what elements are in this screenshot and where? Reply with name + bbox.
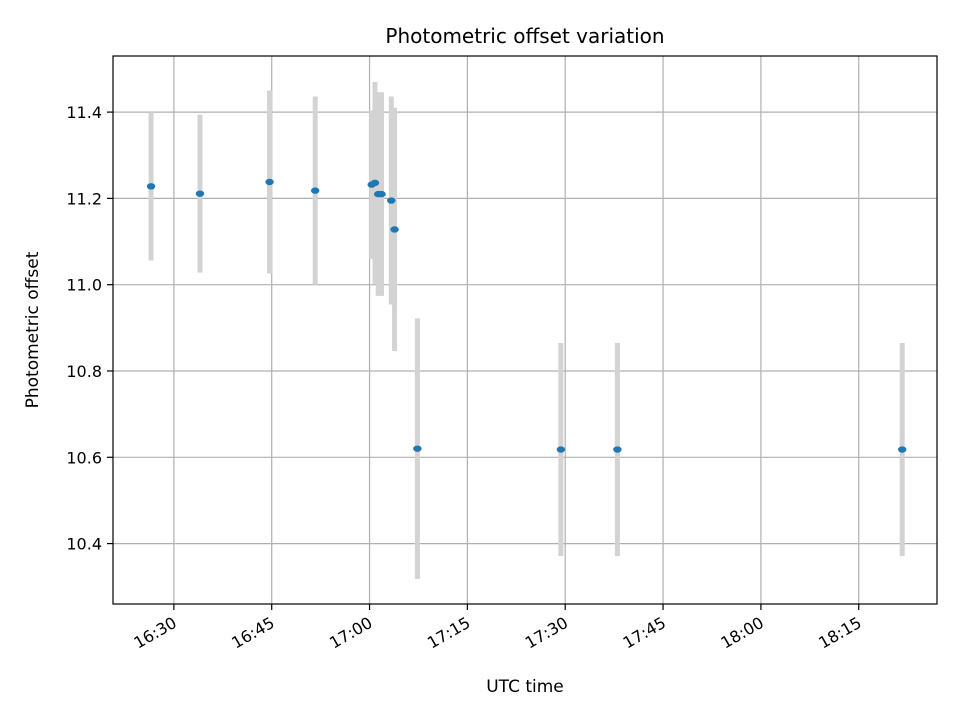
data-point (387, 197, 396, 204)
grid (113, 56, 937, 604)
y-tick-label: 10.4 (66, 535, 102, 554)
chart-title: Photometric offset variation (385, 24, 664, 48)
data-point (898, 446, 907, 453)
data-point (556, 446, 566, 453)
data-points (146, 178, 907, 453)
x-axis-label: UTC time (486, 677, 564, 697)
data-point (413, 445, 422, 452)
y-axis-ticks: 10.4 10.6 10.8 11.0 11.2 11.4 (66, 103, 113, 554)
y-axis-label: Photometric offset (23, 251, 43, 408)
data-point (613, 446, 622, 453)
y-tick-label: 10.8 (66, 362, 102, 381)
y-tick-label: 11.0 (66, 276, 102, 295)
y-tick-label: 11.2 (66, 189, 102, 208)
y-tick-label: 11.4 (66, 103, 102, 122)
data-point (377, 190, 386, 198)
data-point (195, 190, 205, 197)
data-point (265, 178, 274, 186)
plot-frame (112, 55, 938, 605)
y-tick-label: 10.6 (66, 448, 102, 467)
data-point (370, 179, 380, 187)
data-point (310, 187, 320, 194)
data-point (390, 226, 399, 233)
data-point (146, 183, 156, 190)
